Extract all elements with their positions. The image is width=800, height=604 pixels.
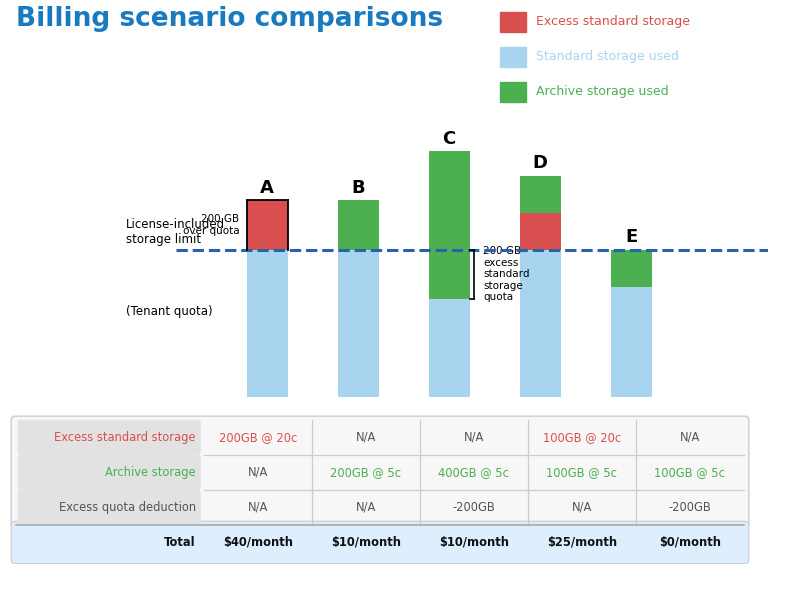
Text: 100GB @ 20c: 100GB @ 20c [543, 431, 621, 444]
Text: Standard storage used: Standard storage used [536, 50, 679, 63]
Text: Excess quota deduction: Excess quota deduction [59, 501, 196, 514]
Bar [611, 249, 652, 286]
Text: 200GB @ 5c: 200GB @ 5c [330, 466, 402, 479]
Text: Total: Total [164, 536, 196, 549]
Bar [246, 249, 287, 397]
Text: -200GB: -200GB [453, 501, 495, 514]
Text: N/A: N/A [572, 501, 592, 514]
Text: N/A: N/A [356, 501, 376, 514]
Text: -200GB: -200GB [669, 501, 711, 514]
Text: $25/month: $25/month [547, 536, 617, 549]
Text: N/A: N/A [680, 431, 700, 444]
Text: 200GB @ 20c: 200GB @ 20c [219, 431, 297, 444]
Text: Excess standard storage: Excess standard storage [54, 431, 196, 444]
Bar [611, 286, 652, 397]
Text: $40/month: $40/month [223, 536, 293, 549]
Text: Archive storage used: Archive storage used [536, 85, 669, 98]
Text: E: E [626, 228, 638, 246]
Text: 100GB @ 5c: 100GB @ 5c [546, 466, 618, 479]
Bar [429, 299, 470, 397]
Bar [520, 176, 561, 213]
Bar [429, 151, 470, 299]
Bar [338, 201, 378, 249]
Text: Billing scenario comparisons: Billing scenario comparisons [16, 6, 443, 32]
Text: A: A [260, 179, 274, 197]
Text: Archive storage: Archive storage [106, 466, 196, 479]
Text: D: D [533, 154, 548, 172]
Bar [338, 249, 378, 397]
Text: (Tenant quota): (Tenant quota) [126, 304, 213, 318]
Text: B: B [351, 179, 365, 197]
Text: C: C [442, 129, 456, 147]
Text: $0/month: $0/month [659, 536, 721, 549]
Text: N/A: N/A [356, 431, 376, 444]
Text: 100GB @ 5c: 100GB @ 5c [654, 466, 726, 479]
Bar [520, 249, 561, 397]
Text: N/A: N/A [248, 501, 268, 514]
Text: $10/month: $10/month [439, 536, 509, 549]
Text: 200 GB
excess
standard
storage
quota: 200 GB excess standard storage quota [483, 246, 530, 303]
Text: N/A: N/A [248, 466, 268, 479]
Text: 400GB @ 5c: 400GB @ 5c [438, 466, 510, 479]
Text: N/A: N/A [464, 431, 484, 444]
Bar [246, 201, 287, 249]
Text: 200 GB
over quota: 200 GB over quota [182, 214, 239, 236]
Text: License-included
storage limit: License-included storage limit [126, 218, 225, 246]
Text: $10/month: $10/month [331, 536, 401, 549]
Bar [520, 213, 561, 249]
Text: Excess standard storage: Excess standard storage [536, 14, 690, 28]
